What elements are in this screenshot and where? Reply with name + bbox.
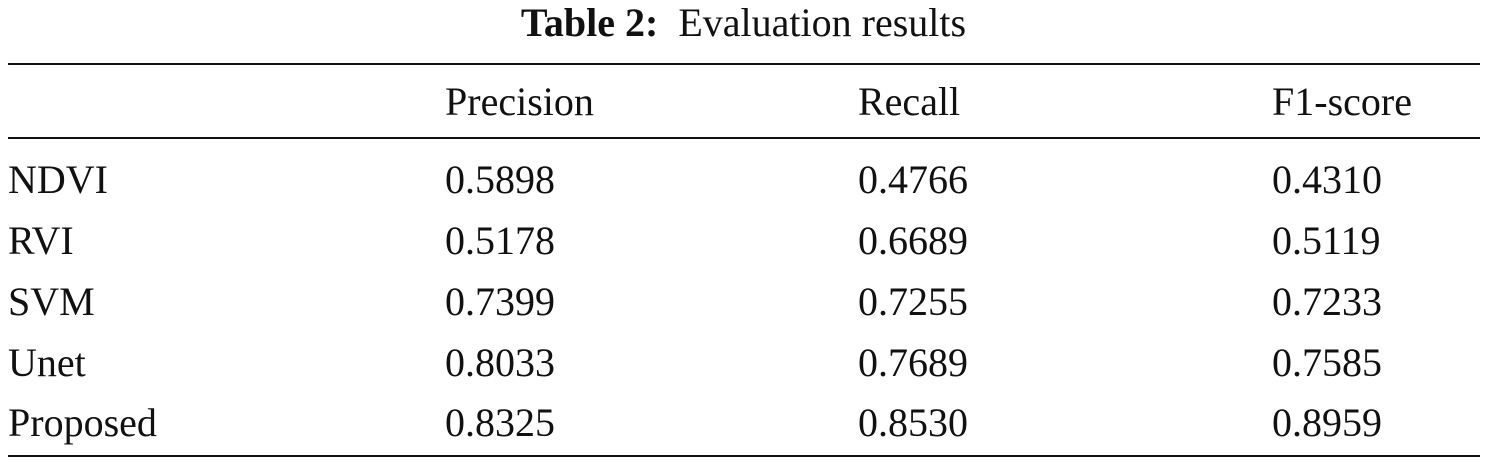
recall-value: 0.8530 bbox=[858, 400, 968, 445]
header-cell-f1-score: F1-score bbox=[1272, 79, 1412, 124]
precision-value: 0.7399 bbox=[445, 279, 555, 324]
table-row: Proposed 0.8325 0.8530 0.8959 bbox=[0, 393, 1487, 453]
f1-score-value: 0.7585 bbox=[1272, 340, 1382, 385]
row-label: RVI bbox=[8, 218, 74, 263]
f1-score-value: 0.4310 bbox=[1272, 157, 1382, 202]
table-row: RVI 0.5178 0.6689 0.5119 bbox=[0, 211, 1487, 271]
table-caption: Table 2: Evaluation results bbox=[0, 0, 1487, 56]
recall-value: 0.7689 bbox=[858, 340, 968, 385]
table-header-row: Precision Recall F1-score bbox=[0, 72, 1487, 132]
row-label: SVM bbox=[8, 279, 95, 324]
table-row: SVM 0.7399 0.7255 0.7233 bbox=[0, 272, 1487, 332]
table-caption-text: Evaluation results bbox=[678, 0, 967, 45]
f1-score-value: 0.7233 bbox=[1272, 279, 1382, 324]
precision-value: 0.8033 bbox=[445, 340, 555, 385]
f1-score-value: 0.5119 bbox=[1272, 218, 1381, 263]
row-label: NDVI bbox=[8, 157, 108, 202]
row-label: Proposed bbox=[8, 400, 157, 445]
f1-score-value: 0.8959 bbox=[1272, 400, 1382, 445]
recall-value: 0.7255 bbox=[858, 279, 968, 324]
precision-value: 0.5178 bbox=[445, 218, 555, 263]
table-bottom-rule bbox=[8, 455, 1480, 457]
table-top-rule bbox=[8, 63, 1480, 65]
recall-value: 0.6689 bbox=[858, 218, 968, 263]
table-caption-label: Table 2: bbox=[520, 0, 659, 45]
header-cell-recall: Recall bbox=[858, 79, 961, 124]
precision-value: 0.8325 bbox=[445, 400, 555, 445]
precision-value: 0.5898 bbox=[445, 157, 555, 202]
row-label: Unet bbox=[8, 340, 86, 385]
header-cell-precision: Precision bbox=[445, 79, 594, 124]
table-row: Unet 0.8033 0.7689 0.7585 bbox=[0, 333, 1487, 393]
table-row: NDVI 0.5898 0.4766 0.4310 bbox=[0, 150, 1487, 210]
recall-value: 0.4766 bbox=[858, 157, 968, 202]
table-header-rule bbox=[8, 137, 1480, 139]
